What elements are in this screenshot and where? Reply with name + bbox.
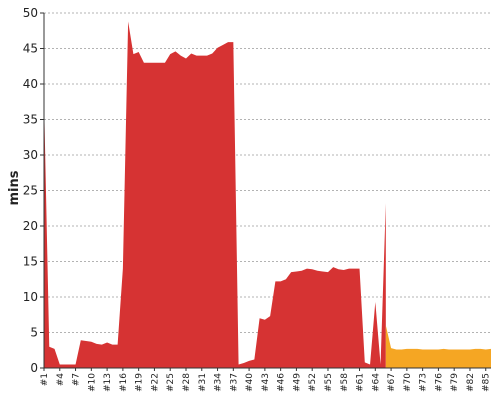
x-tick-label: #19 (135, 373, 145, 392)
x-tick-label: #22 (150, 373, 160, 392)
y-tick-label: 40 (23, 77, 38, 91)
x-tick-label: #28 (182, 373, 192, 392)
y-tick-label: 50 (23, 6, 38, 20)
x-tick-label: #40 (245, 373, 255, 392)
y-tick-label: 15 (23, 255, 38, 269)
y-tick-label: 0 (30, 361, 38, 375)
x-tick-label: #49 (292, 373, 302, 392)
x-tick-label: #16 (119, 373, 129, 392)
x-tick-label: #4 (56, 373, 66, 387)
area-series-2 (385, 325, 491, 368)
y-tick-label: 30 (23, 148, 38, 162)
area-series-group (44, 21, 491, 369)
x-tick-label: #37 (229, 373, 239, 392)
x-tick-label: #13 (103, 373, 113, 392)
x-tick-label: #34 (214, 373, 224, 392)
y-tick-label: 45 (23, 42, 38, 56)
y-tick-label: 20 (23, 219, 38, 233)
gridlines (44, 12, 491, 333)
x-tick-label: #46 (277, 373, 287, 392)
y-tick-labels: 0 5 10 15 20 25 30 35 40 45 50 (23, 6, 44, 375)
area-series-1 (44, 21, 386, 369)
x-tick-label: #79 (450, 373, 460, 392)
x-tick-label: #64 (371, 373, 381, 392)
y-tick-label: 10 (23, 290, 38, 304)
x-tick-label: #10 (87, 373, 97, 392)
x-tick-label: #61 (356, 373, 366, 392)
y-tick-label: 35 (23, 113, 38, 127)
x-tick-label: #85 (482, 373, 492, 392)
x-tick-label: #31 (198, 373, 208, 392)
x-tick-label: #73 (419, 373, 429, 392)
y-axis-label: mins (7, 170, 22, 205)
x-tick-label: #43 (261, 373, 271, 392)
axes (43, 13, 491, 369)
x-tick-label: #25 (166, 373, 176, 392)
x-tick-label: #76 (434, 373, 444, 392)
x-tick-label: #7 (72, 373, 82, 386)
x-tick-label: #58 (340, 373, 350, 392)
x-tick-label: #70 (403, 373, 413, 392)
y-tick-label: 5 (30, 326, 38, 340)
x-tick-label: #67 (387, 373, 397, 392)
x-tick-label: #82 (466, 373, 476, 392)
x-tick-label: #1 (40, 373, 50, 386)
y-tick-label: 25 (23, 184, 38, 198)
x-tick-labels: #1 #4 #7 #10 #13 #16 #19 #22 #25 #28 #31 #34 #37 #40 #… (40, 368, 492, 392)
x-tick-label: #52 (308, 373, 318, 392)
x-tick-label: #55 (324, 373, 334, 392)
